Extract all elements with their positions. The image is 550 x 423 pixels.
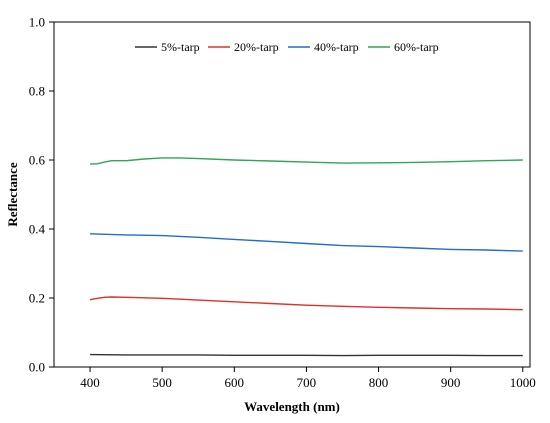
y-tick-label: 0.0 (29, 360, 45, 375)
y-tick-label: 0.8 (29, 84, 45, 99)
plot-frame (53, 21, 531, 368)
series-line-40%-tarp (90, 233, 523, 252)
legend-label-20%-tarp: 20%-tarp (234, 40, 279, 54)
legend: 5%-tarp 20%-tarp 40%-tarp 60%-tarp (135, 40, 439, 54)
x-axis: 400 500 600 700 800 900 1000 (80, 367, 536, 390)
legend-label-5%-tarp: 5%-tarp (161, 40, 200, 54)
y-tick-label: 0.6 (29, 153, 46, 168)
series-line-20%-tarp (89, 296, 523, 311)
y-tick-label: 1.0 (29, 15, 45, 30)
x-axis-title: Wavelength (nm) (244, 399, 340, 414)
x-tick-label: 500 (152, 375, 172, 390)
series-line-60%-tarp (90, 157, 523, 165)
x-tick-label: 1000 (510, 375, 536, 390)
series-line-5%-tarp (90, 353, 523, 357)
y-axis: 0.0 0.2 0.4 0.6 0.8 1.0 (29, 15, 54, 375)
legend-label-40%-tarp: 40%-tarp (314, 40, 359, 54)
x-tick-label: 600 (225, 375, 245, 390)
x-tick-label: 800 (369, 375, 389, 390)
series-layer (89, 157, 523, 357)
x-tick-label: 900 (441, 375, 461, 390)
x-tick-label: 400 (80, 375, 100, 390)
y-axis-title: Reflectance (5, 162, 20, 226)
y-tick-label: 0.2 (29, 291, 45, 306)
y-tick-label: 0.4 (29, 222, 46, 237)
x-tick-label: 700 (297, 375, 317, 390)
legend-label-60%-tarp: 60%-tarp (394, 40, 439, 54)
